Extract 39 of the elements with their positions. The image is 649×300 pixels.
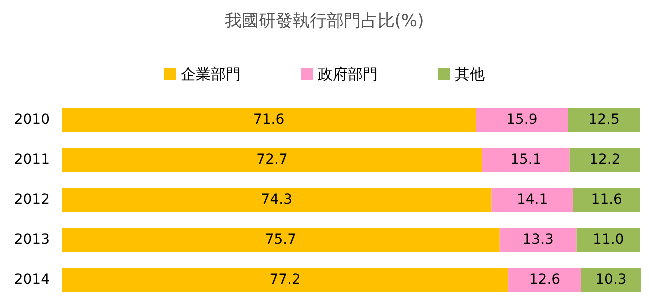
data-label: 12.6 — [529, 272, 561, 288]
legend-label: 企業部門 — [181, 66, 241, 84]
bar — [62, 228, 500, 252]
bar — [573, 188, 640, 212]
bar — [62, 188, 492, 212]
data-label: 71.6 — [253, 112, 285, 128]
data-label: 12.5 — [588, 112, 620, 128]
y-tick-label: 2010 — [14, 112, 50, 128]
bar — [62, 148, 483, 172]
data-label: 72.7 — [256, 152, 288, 168]
bar — [568, 108, 640, 132]
data-label: 14.1 — [516, 192, 548, 208]
bar — [492, 188, 574, 212]
bar — [508, 268, 582, 292]
y-tick-label: 2011 — [14, 152, 50, 168]
bar — [581, 268, 641, 292]
bar — [500, 228, 577, 252]
data-label: 75.7 — [265, 232, 297, 248]
y-tick-label: 2014 — [14, 272, 50, 288]
bar — [476, 108, 568, 132]
data-label: 11.6 — [591, 192, 623, 208]
bar — [62, 268, 509, 292]
data-label: 12.2 — [590, 152, 621, 168]
chart-title: 我國研發執行部門占比(%) — [224, 12, 424, 32]
data-label: 15.9 — [506, 112, 538, 128]
legend-label: 政府部門 — [318, 66, 378, 84]
bar — [576, 228, 640, 252]
data-label: 11.0 — [593, 232, 624, 248]
bar — [482, 148, 570, 172]
data-label: 77.2 — [270, 272, 301, 288]
y-tick-label: 2013 — [14, 232, 50, 248]
data-label: 15.1 — [510, 152, 542, 168]
data-label: 13.3 — [522, 232, 554, 248]
legend-label: 其他 — [455, 66, 485, 84]
bar — [570, 148, 640, 172]
bar — [62, 108, 476, 132]
data-label: 10.3 — [596, 272, 627, 288]
y-tick-label: 2012 — [14, 192, 50, 208]
data-label: 74.3 — [261, 192, 292, 208]
